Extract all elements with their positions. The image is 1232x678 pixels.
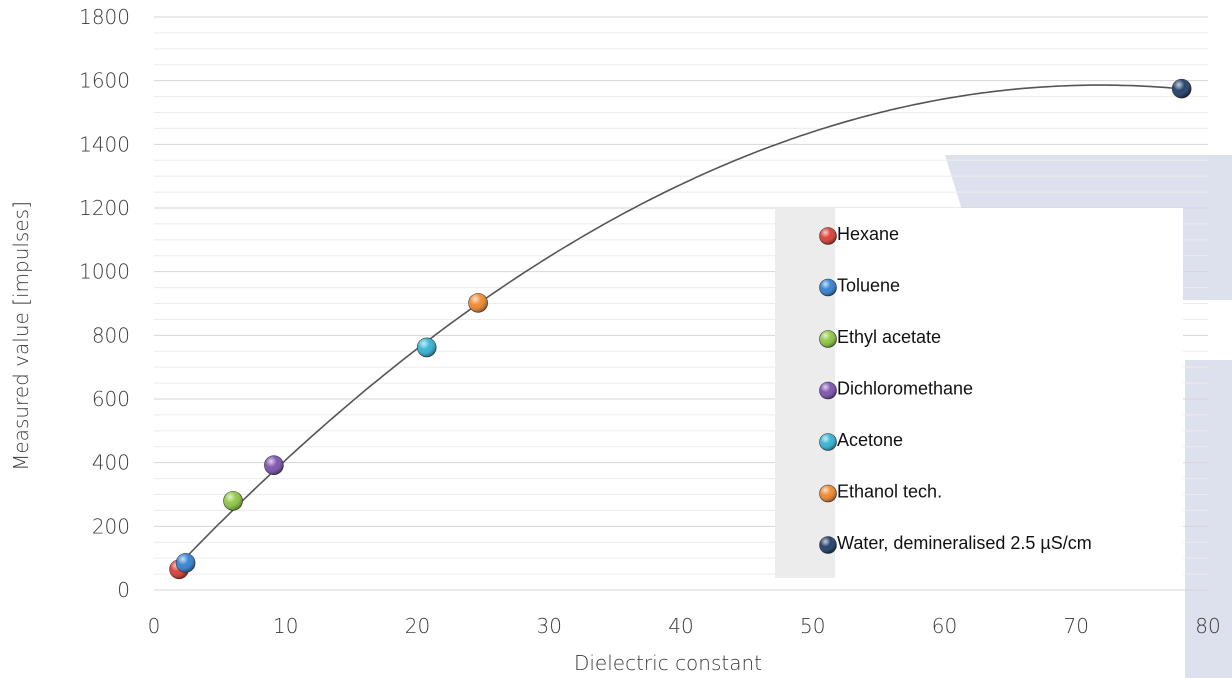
trend-line <box>178 84 1182 566</box>
legend-label: Dichloromethane <box>837 379 973 399</box>
y-tick-label: 600 <box>92 387 130 411</box>
x-tick-label: 80 <box>1195 614 1220 638</box>
y-tick-label: 800 <box>92 323 130 347</box>
legend: Hexane Toluene Ethyl acetate Dichloromethan… <box>775 208 1183 578</box>
legend-item: Acetone <box>819 430 903 451</box>
y-tick-label: 200 <box>92 514 130 538</box>
y-axis-ticks: 0 200 400 600 800 1000 1200 1400 1600 1800 <box>79 5 130 602</box>
data-point <box>1171 78 1192 99</box>
legend-item: Hexane <box>819 224 899 245</box>
x-tick-label: 0 <box>148 614 161 638</box>
data-point <box>416 337 437 358</box>
data-points <box>169 78 1192 580</box>
x-tick-label: 60 <box>932 614 957 638</box>
legend-label: Hexane <box>837 224 899 244</box>
legend-background <box>775 208 1183 578</box>
legend-item: Toluene <box>819 276 900 297</box>
data-point <box>175 553 196 573</box>
data-point <box>223 491 243 511</box>
watermark-shape-lower <box>1185 360 1232 678</box>
legend-label: Acetone <box>837 430 903 450</box>
x-axis-title: Dielectric constant <box>574 651 762 675</box>
x-tick-label: 20 <box>405 614 430 638</box>
x-axis-ticks: 0 10 20 30 40 50 60 70 80 <box>148 614 1221 638</box>
data-point <box>264 455 284 476</box>
y-axis-title: Measured value [impulses] <box>9 201 33 471</box>
x-tick-label: 50 <box>800 614 825 638</box>
y-tick-label: 1200 <box>79 196 130 220</box>
x-tick-label: 70 <box>1064 614 1089 638</box>
legend-item: Ethanol tech. <box>819 482 942 503</box>
y-tick-label: 400 <box>92 451 130 475</box>
legend-item: Dichloromethane <box>819 379 973 400</box>
legend-label: Ethyl acetate <box>837 327 941 347</box>
y-tick-label: 0 <box>117 578 130 602</box>
x-tick-label: 30 <box>537 614 562 638</box>
legend-label: Ethanol tech. <box>837 482 942 502</box>
x-tick-label: 40 <box>668 614 693 638</box>
y-tick-label: 1000 <box>79 260 130 284</box>
y-tick-label: 1800 <box>79 5 130 29</box>
legend-label: Toluene <box>837 276 900 296</box>
y-tick-label: 1400 <box>79 132 130 156</box>
legend-item: Ethyl acetate <box>819 327 941 348</box>
data-point <box>468 293 488 313</box>
legend-item: Water, demineralised 2.5 µS/cm <box>819 533 1092 554</box>
legend-items: Hexane Toluene Ethyl acetate Dichloromethan… <box>819 224 1092 554</box>
x-tick-label: 10 <box>273 614 298 638</box>
legend-label: Water, demineralised 2.5 µS/cm <box>837 533 1092 553</box>
y-tick-label: 1600 <box>79 69 130 93</box>
